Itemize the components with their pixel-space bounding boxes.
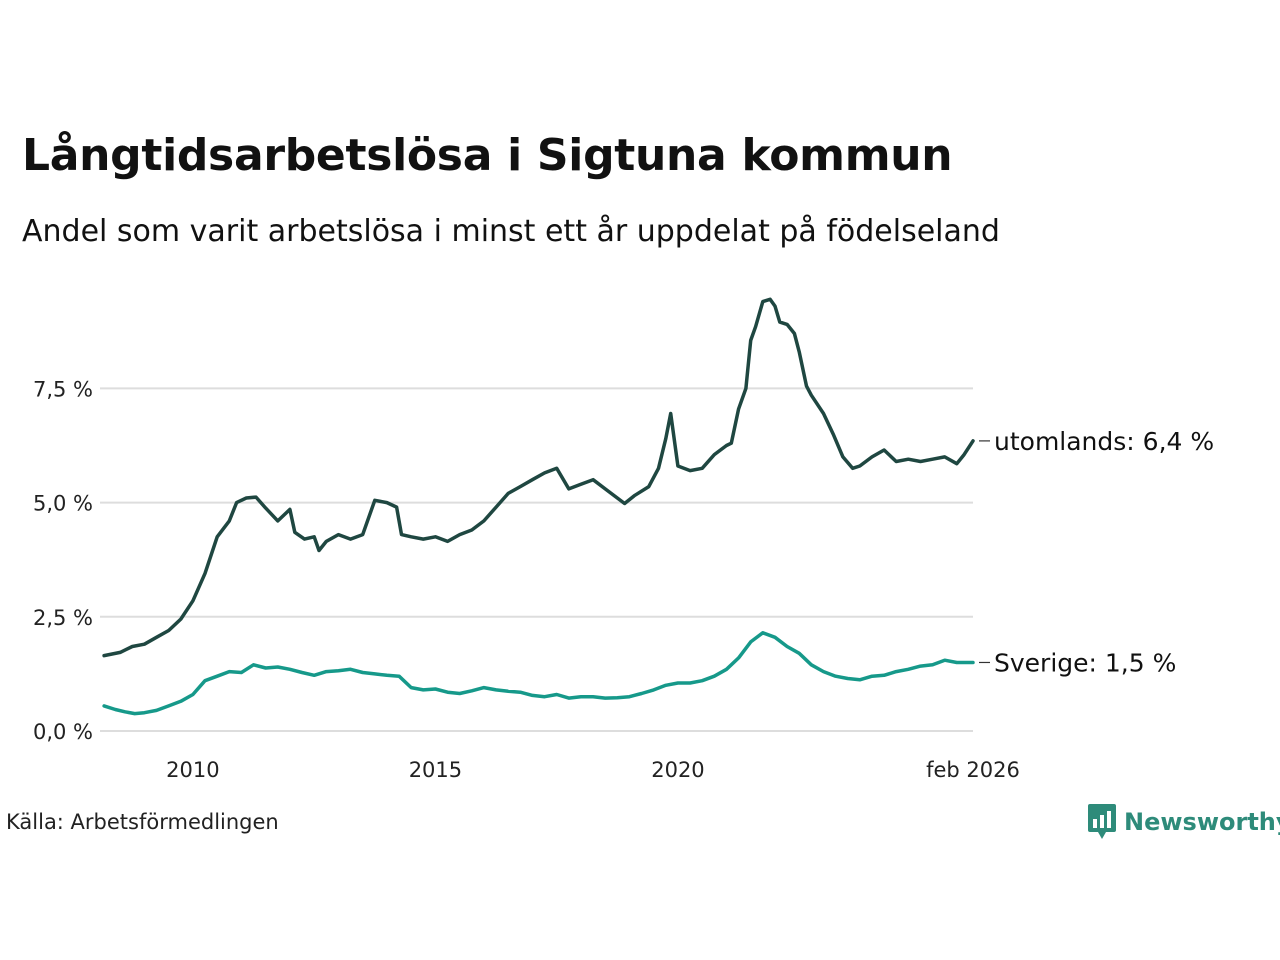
y-tick-label: 5,0 % [33, 492, 93, 516]
series-end-label-utomlands: utomlands: 6,4 % [994, 427, 1214, 456]
x-tick-label: feb 2026 [926, 758, 1020, 782]
series-layer [102, 297, 975, 716]
newsworthy-logo-icon [1088, 804, 1116, 839]
chart-subtitle: Andel som varit arbetslösa i minst ett å… [22, 214, 1000, 249]
x-tick-label: 2010 [166, 758, 219, 782]
y-tick-label: 7,5 % [33, 377, 93, 401]
brand-name: Newsworthy [1124, 808, 1280, 836]
chart-title: Långtidsarbetslösa i Sigtuna kommun [22, 130, 953, 181]
series-line-utomlands [102, 297, 975, 658]
x-tick-label: 2020 [651, 758, 704, 782]
y-tick-label: 2,5 % [33, 606, 93, 630]
x-tick-label: 2015 [409, 758, 462, 782]
series-end-label-sverige: Sverige: 1,5 % [994, 648, 1176, 677]
series-line-sverige [102, 631, 975, 716]
brand-logo[interactable]: Newsworthy [1088, 804, 1280, 840]
source-note: Källa: Arbetsförmedlingen [6, 810, 279, 834]
grid-layer [100, 387, 973, 732]
y-tick-label: 0,0 % [33, 720, 93, 744]
label-layer: 0,0 % 2,5 % 5,0 % 7,5 % 2010 2015 2020 feb 2026… [33, 377, 1214, 782]
